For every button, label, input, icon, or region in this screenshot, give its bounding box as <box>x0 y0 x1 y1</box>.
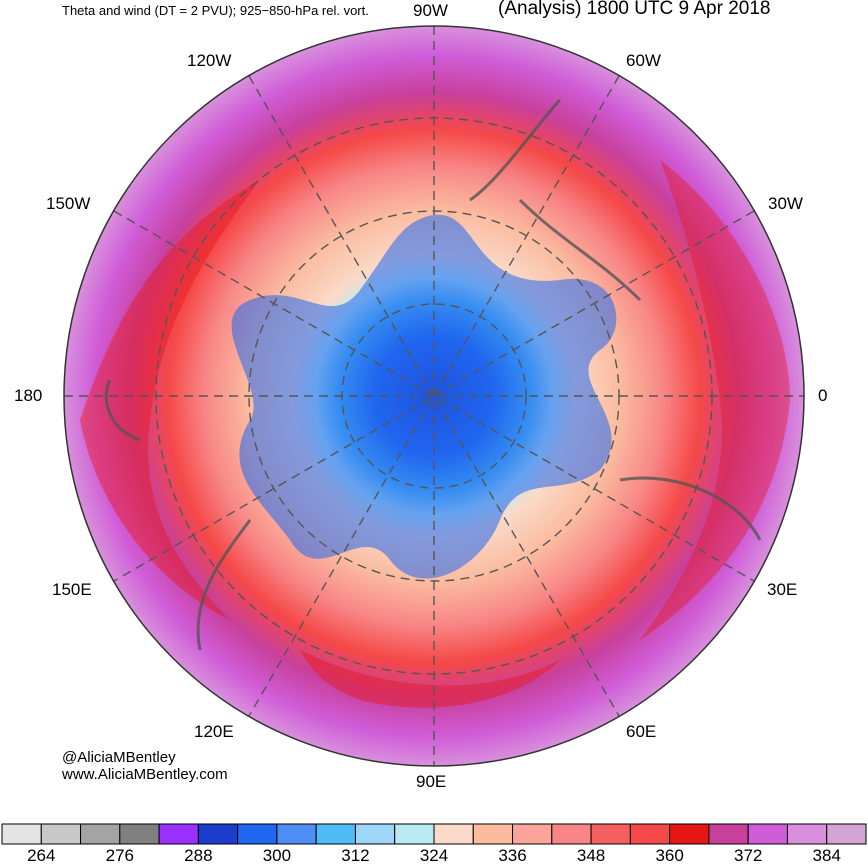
colorbar-swatch <box>551 823 592 845</box>
colorbar-swatch <box>669 823 710 845</box>
longitude-label-30e: 30E <box>767 580 798 599</box>
colorbar-tick-label: 264 <box>27 846 56 865</box>
longitude-label-150e: 150E <box>52 580 92 599</box>
chart-header-left: Theta and wind (DT = 2 PVU); 925−850-hPa… <box>62 3 369 18</box>
field-features <box>80 98 790 708</box>
colorbar-swatch <box>80 823 121 845</box>
longitude-label-90w: 90W <box>413 1 448 20</box>
longitude-label-60e: 60E <box>626 722 657 741</box>
colorbar-swatch <box>512 823 553 845</box>
colorbar-swatch <box>354 823 396 845</box>
credit-handle: @AliciaMBentley <box>62 749 176 766</box>
longitude-label-0: 0 <box>818 386 828 405</box>
colorbar-swatch <box>197 823 239 845</box>
colorbar-tick-label: 288 <box>184 846 213 865</box>
longitude-label-30w: 30W <box>768 194 803 213</box>
longitude-label-180: 180 <box>14 386 43 405</box>
colorbar-swatch <box>826 823 867 845</box>
warm-tongue-pacific <box>80 180 260 620</box>
colorbar-swatch <box>40 823 82 845</box>
longitude-label-120w: 120W <box>187 51 232 70</box>
colorbar-tick-label: 336 <box>498 846 527 865</box>
colorbar-swatch <box>433 823 474 845</box>
colorbar-tick-label: 312 <box>341 846 370 865</box>
colorbar-tick-label: 324 <box>419 846 449 865</box>
longitude-label-60w: 60W <box>626 51 661 70</box>
graticule <box>64 26 804 766</box>
colorbar-tick-label: 372 <box>733 846 763 865</box>
warm-tongue-atlantic <box>640 160 790 640</box>
colorbar-tick-label: 384 <box>812 846 841 865</box>
map-border <box>63 25 805 767</box>
warm-tongue-south <box>300 650 560 708</box>
colorbar-swatch <box>119 823 160 845</box>
colorbar-swatch <box>237 823 278 845</box>
chart-header-right: (Analysis) 1800 UTC 9 Apr 2018 <box>498 0 771 19</box>
colorbar-tick-label: 360 <box>655 846 684 865</box>
colorbar-swatch <box>590 823 631 845</box>
polar-map <box>63 25 805 767</box>
colorbar-swatch <box>747 823 788 845</box>
coastline-outline <box>104 98 762 651</box>
colorbar-swatch <box>472 823 514 845</box>
colorbar-swatch <box>394 823 435 845</box>
colorbar-swatch <box>276 823 317 845</box>
colorbar-swatch <box>1 823 42 845</box>
colorbar-swatch <box>708 823 749 845</box>
longitude-label-90e: 90E <box>416 772 447 791</box>
credit-website: www.AliciaMBentley.com <box>62 766 228 783</box>
cold-airmass-lobes <box>231 214 617 579</box>
colorbar-swatch <box>315 823 356 845</box>
longitude-label-150w: 150W <box>46 194 91 213</box>
colorbar-swatch <box>786 823 828 845</box>
colorbar-tick-label: 300 <box>262 846 292 865</box>
colorbar <box>1 823 867 845</box>
colorbar-swatch <box>629 823 671 845</box>
colorbar-tick-label: 276 <box>105 846 134 865</box>
colorbar-swatch <box>158 823 199 845</box>
longitude-label-120e: 120E <box>194 722 234 741</box>
colorbar-tick-label: 348 <box>576 846 606 865</box>
